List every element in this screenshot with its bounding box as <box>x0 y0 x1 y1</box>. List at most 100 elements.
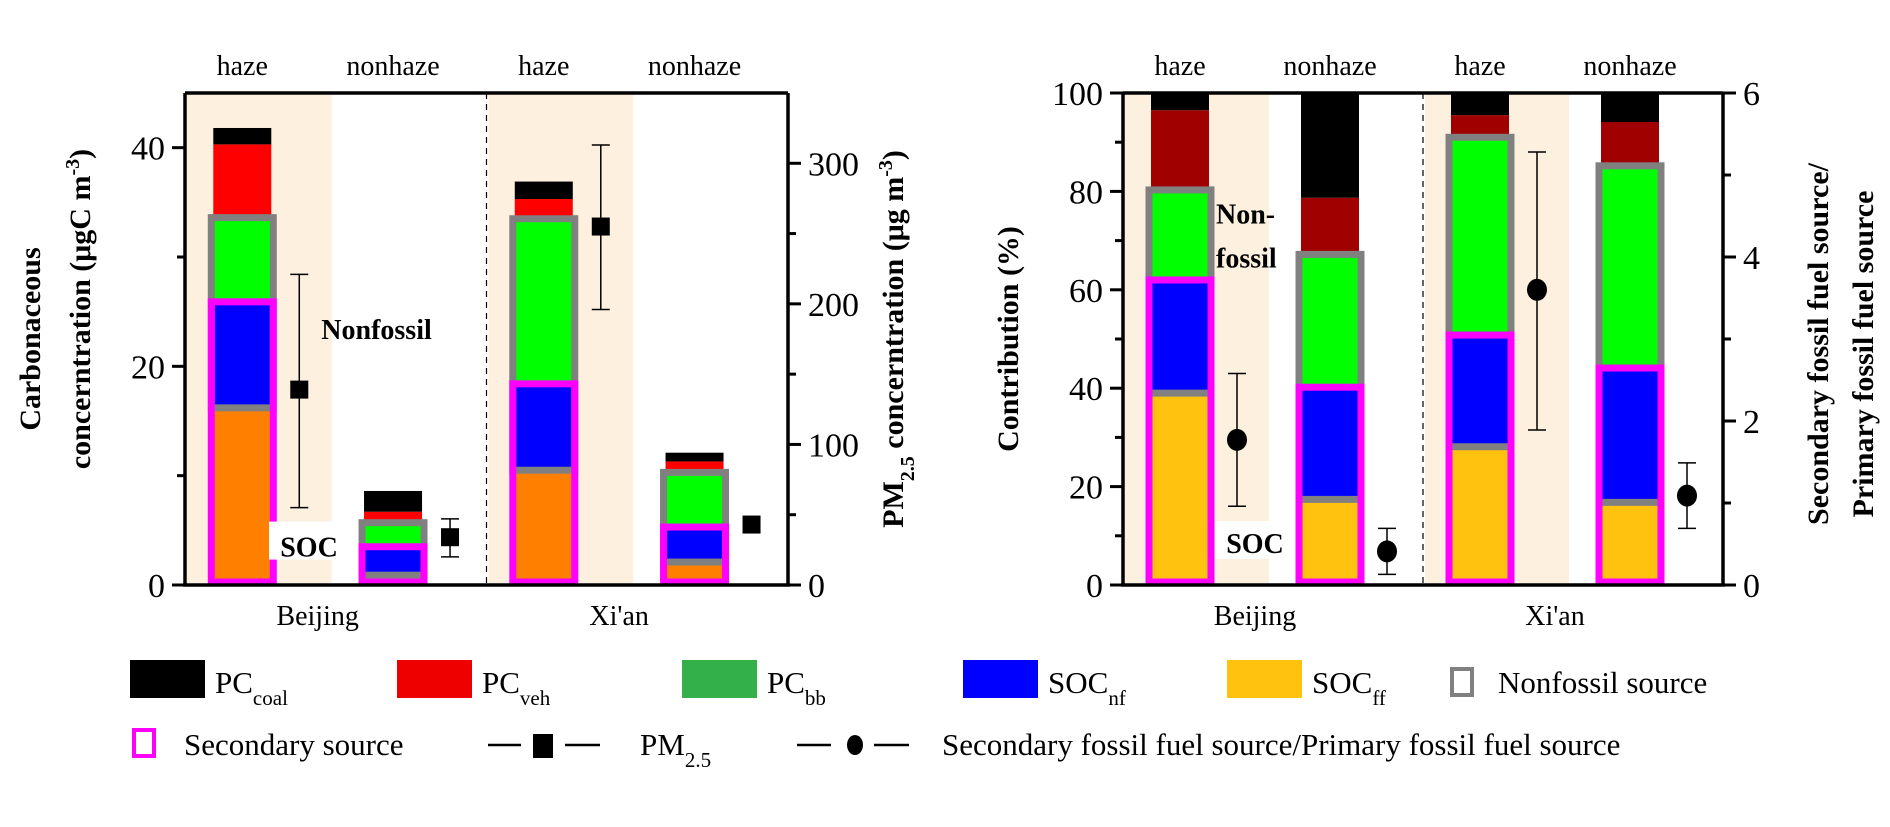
category-label: nonhaze <box>1583 51 1676 82</box>
y2-tick-label: 6 <box>1743 76 1760 113</box>
legend-swatch-pc-coal <box>130 660 205 698</box>
legend-label-pc-coal: PCcoal <box>215 665 288 710</box>
legend-swatch-nonfossil <box>1450 667 1474 697</box>
secondary-outline <box>1145 276 1215 586</box>
legend-marker-circle <box>847 735 863 755</box>
pm25-marker <box>591 217 610 236</box>
bar-segment-pc-coal <box>364 490 423 512</box>
bar-segment-soc-ff <box>1301 499 1359 585</box>
legend-label-nonfossil: Nonfossil source <box>1498 665 1707 700</box>
y-tick-label: 20 <box>131 349 165 386</box>
ratio-marker <box>1527 278 1547 301</box>
annotation-non: Non- <box>1216 199 1275 230</box>
nonfossil-outline <box>509 215 579 474</box>
y-tick-label: 80 <box>1069 174 1103 211</box>
y-axis-title-line1: Carbonaceous <box>14 247 47 430</box>
category-label: haze <box>217 51 268 82</box>
secondary-outline <box>1445 331 1515 586</box>
legend-label-soc-nf: SOCnf <box>1048 665 1126 710</box>
category-label: nonhaze <box>648 51 741 82</box>
bar-segment-pc-bb <box>213 217 272 302</box>
category-label: haze <box>518 51 569 82</box>
nonfossil-outline <box>1295 250 1365 503</box>
annotation-fossil: fossil <box>1216 244 1277 275</box>
legend-swatch-soc-ff <box>1227 660 1302 698</box>
legend-label-ratio: Secondary fossil fuel source/Primary fos… <box>942 727 1620 762</box>
y2-tick-label: 4 <box>1743 240 1760 277</box>
bar-segment-pc-coal <box>665 452 724 462</box>
secondary-outline <box>358 543 428 586</box>
nonfossil-outline <box>1595 162 1665 506</box>
ratio-marker <box>1677 484 1697 507</box>
annotation-bg <box>1215 521 1295 560</box>
annotation-soc: SOC <box>1226 529 1284 560</box>
right-panel: 0 20 40 60 80 100 0 2 4 6 haze nonhaze haze nonhaze Be… <box>992 51 1880 632</box>
bar-segment-soc-ff <box>1601 502 1659 585</box>
left-panel: 0 20 40 0 100 200 300 haze nonhaze haze nonhaze Bei… <box>14 51 919 632</box>
secondary-outline <box>509 380 579 586</box>
y2-tick-label: 100 <box>808 427 859 464</box>
bar-segment-soc-nf <box>213 301 272 408</box>
annotation-nonfossil: Nonfossil <box>321 315 432 346</box>
bar-segment-pc-coal <box>1151 93 1209 111</box>
y-tick-label: 0 <box>1086 568 1103 605</box>
group-label: Beijing <box>1214 601 1296 632</box>
y2-axis-title-line2: Primary fossil fuel source <box>1847 191 1880 518</box>
nonfossil-outline <box>660 468 730 566</box>
category-label: haze <box>1454 51 1505 82</box>
bar-segment-soc-ff <box>1451 446 1509 585</box>
bar-segment-soc-nf <box>1301 387 1359 500</box>
bar-segment-pc-veh <box>1451 115 1509 138</box>
annotation-soc: SOC <box>280 533 338 564</box>
bar-segment-soc-ff <box>1151 393 1209 585</box>
legend-swatch-pc-veh <box>397 660 472 698</box>
legend: PCcoal PCveh PCbb SOCnf SOCff Nonfossil sourc… <box>130 660 1707 772</box>
legend-label-pc-veh: PCveh <box>482 665 551 710</box>
bar-segment-pc-bb <box>514 218 573 384</box>
bar-segment-soc-nf <box>1451 335 1509 447</box>
bar-segment-pc-bb <box>364 522 423 547</box>
y2-tick-label: 0 <box>808 568 825 605</box>
ratio-marker <box>1227 428 1247 451</box>
bar-segment-pc-bb <box>1301 254 1359 388</box>
y2-tick-label: 0 <box>1743 568 1760 605</box>
bar-segment-pc-veh <box>1601 122 1659 166</box>
pm25-marker <box>290 380 309 399</box>
y-tick-label: 40 <box>1069 371 1103 408</box>
y2-tick-label: 200 <box>808 287 859 324</box>
category-label: haze <box>1154 51 1205 82</box>
bar-segment-pc-veh <box>514 199 573 219</box>
bar-segment-pc-bb <box>1451 137 1509 336</box>
pm25-marker <box>441 528 460 547</box>
bar-segment-pc-coal <box>1601 93 1659 123</box>
bar-segment-soc-ff <box>213 407 272 585</box>
y-tick-label: 60 <box>1069 273 1103 310</box>
y2-axis-title-line1: Secondary fossil fuel source/ <box>1802 162 1835 525</box>
bar-segment-pc-veh <box>1151 110 1209 190</box>
bar-segment-pc-coal <box>1301 93 1359 198</box>
legend-label-secondary: Secondary source <box>184 727 404 762</box>
secondary-outline <box>1295 383 1365 586</box>
group-label: Beijing <box>276 601 358 632</box>
bar-segment-soc-nf <box>665 527 724 563</box>
legend-swatch-secondary <box>132 728 156 758</box>
ratio-marker <box>1377 540 1397 563</box>
secondary-outline <box>660 523 730 586</box>
category-label: nonhaze <box>1283 51 1376 82</box>
pm25-marker <box>742 515 761 534</box>
group-label: Xi'an <box>1525 601 1584 632</box>
legend-swatch-soc-nf <box>963 660 1038 698</box>
bar-segment-soc-nf <box>514 383 573 471</box>
bar-segment-soc-nf <box>364 546 423 576</box>
bar-segment-pc-bb <box>1151 189 1209 280</box>
y-axis-title: Contribution (%) <box>992 226 1025 452</box>
bar-segment-soc-ff <box>514 470 573 585</box>
y-tick-label: 20 <box>1069 470 1103 507</box>
legend-marker-square <box>533 734 553 758</box>
bar-segment-pc-coal <box>1451 93 1509 116</box>
y-axis-title-line2: concerntration (μgC m-3) <box>62 149 97 469</box>
annotation-bg <box>269 521 350 560</box>
y-tick-label: 100 <box>1052 76 1103 113</box>
y2-tick-label: 2 <box>1743 404 1760 441</box>
